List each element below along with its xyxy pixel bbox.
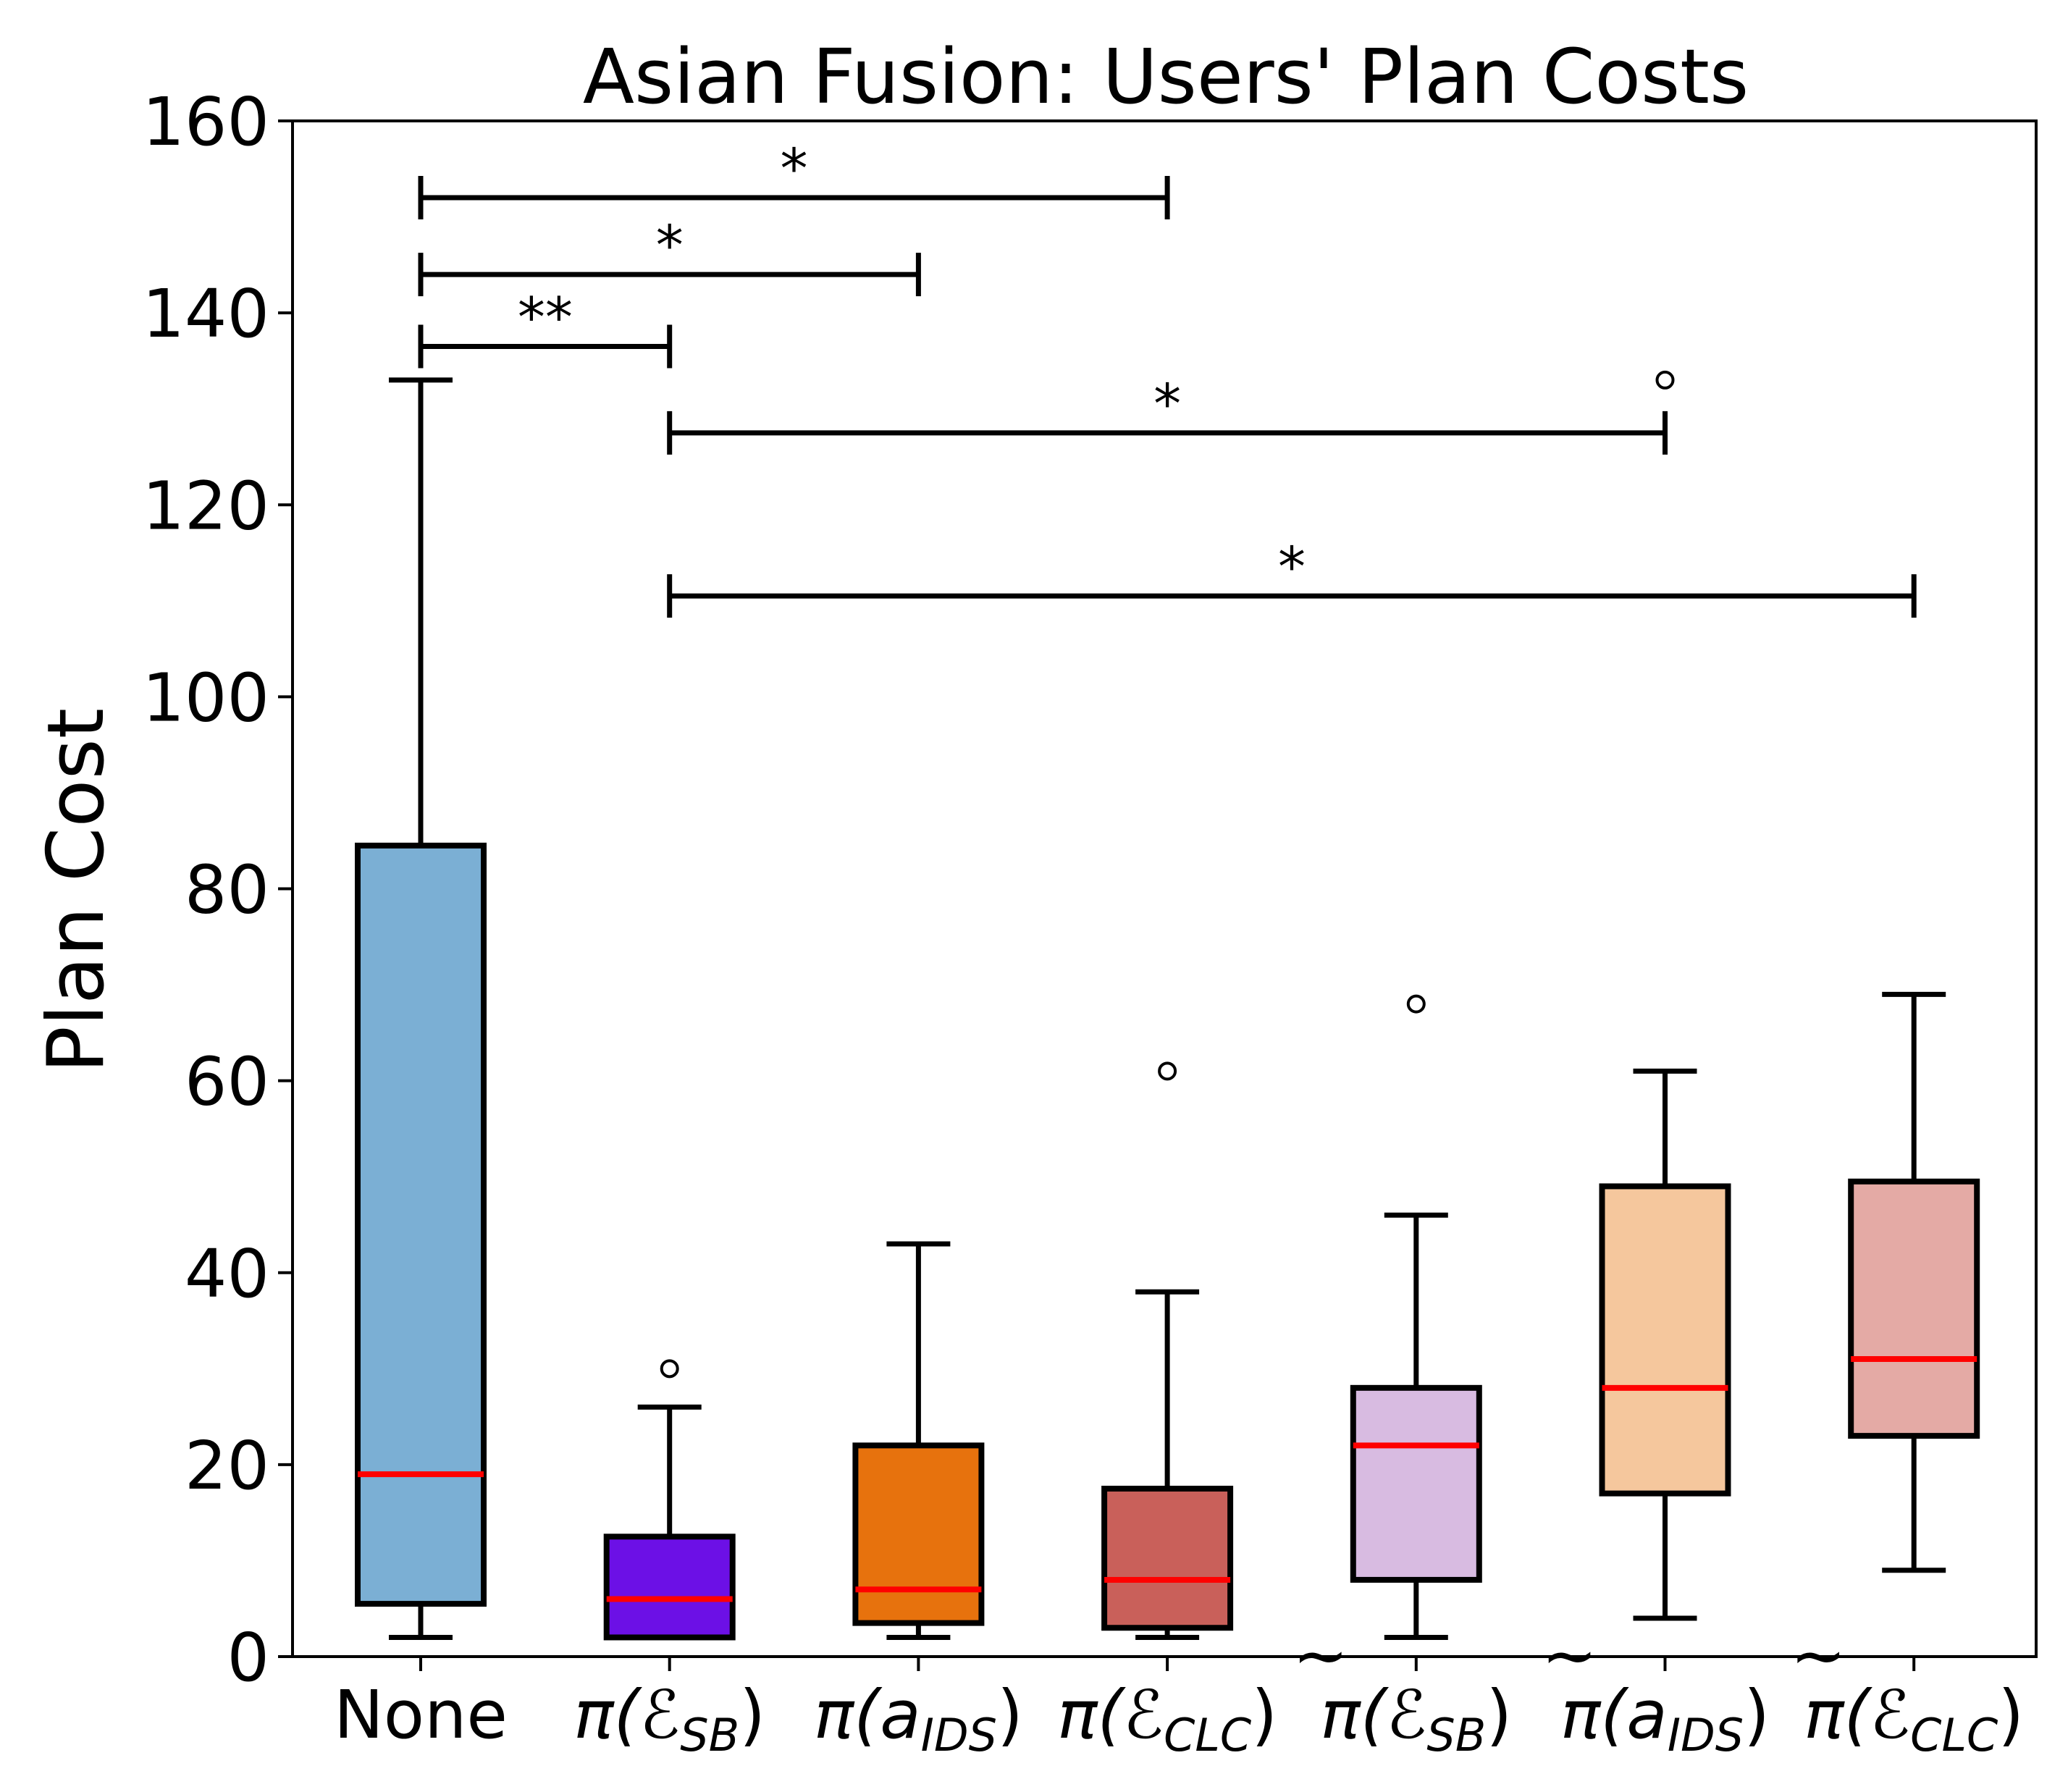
box-iqr (1848, 1178, 1980, 1439)
outlier-point (1406, 994, 1426, 1014)
box-iqr (1599, 1183, 1731, 1497)
x-tick-label: π(aIDS) (814, 1676, 1023, 1762)
significance-label: ** (518, 285, 573, 350)
outlier-point (1158, 1061, 1177, 1081)
x-tick-label: π(ℰCLC) (1804, 1676, 2024, 1762)
y-axis-label: Plan Cost (31, 708, 122, 1073)
significance-label: * (1278, 534, 1306, 599)
box-iqr (1101, 1486, 1234, 1631)
y-tick-label: 100 (142, 659, 269, 736)
y-tick-label: 140 (142, 275, 269, 353)
y-tick-label: 0 (227, 1619, 269, 1696)
y-tick-label: 160 (142, 83, 269, 161)
plot-frame (291, 119, 2038, 1658)
x-tick-label: π(ℰSB) (573, 1676, 765, 1762)
significance-label: * (781, 136, 808, 201)
box-iqr (603, 1534, 736, 1641)
box-iqr (1350, 1384, 1482, 1583)
outlier-point (660, 1359, 679, 1379)
chart-title: Asian Fusion: Users' Plan Costs (583, 33, 1749, 121)
box-iqr (355, 842, 487, 1607)
x-tick-label: None (334, 1676, 508, 1754)
y-tick-label: 20 (185, 1427, 269, 1505)
significance-label: * (656, 213, 684, 277)
box-iqr (852, 1442, 985, 1626)
y-tick-label: 40 (185, 1235, 269, 1313)
significance-label: * (1153, 371, 1181, 436)
y-tick-label: 60 (185, 1043, 269, 1121)
outlier-point (1655, 370, 1675, 390)
y-tick-label: 120 (142, 467, 269, 544)
x-tick-label: π(ℰSB) (1320, 1676, 1512, 1762)
y-tick-label: 80 (185, 851, 269, 929)
x-tick-label: π(ℰCLC) (1057, 1676, 1277, 1762)
x-tick-label: π(aIDS) (1560, 1676, 1770, 1762)
